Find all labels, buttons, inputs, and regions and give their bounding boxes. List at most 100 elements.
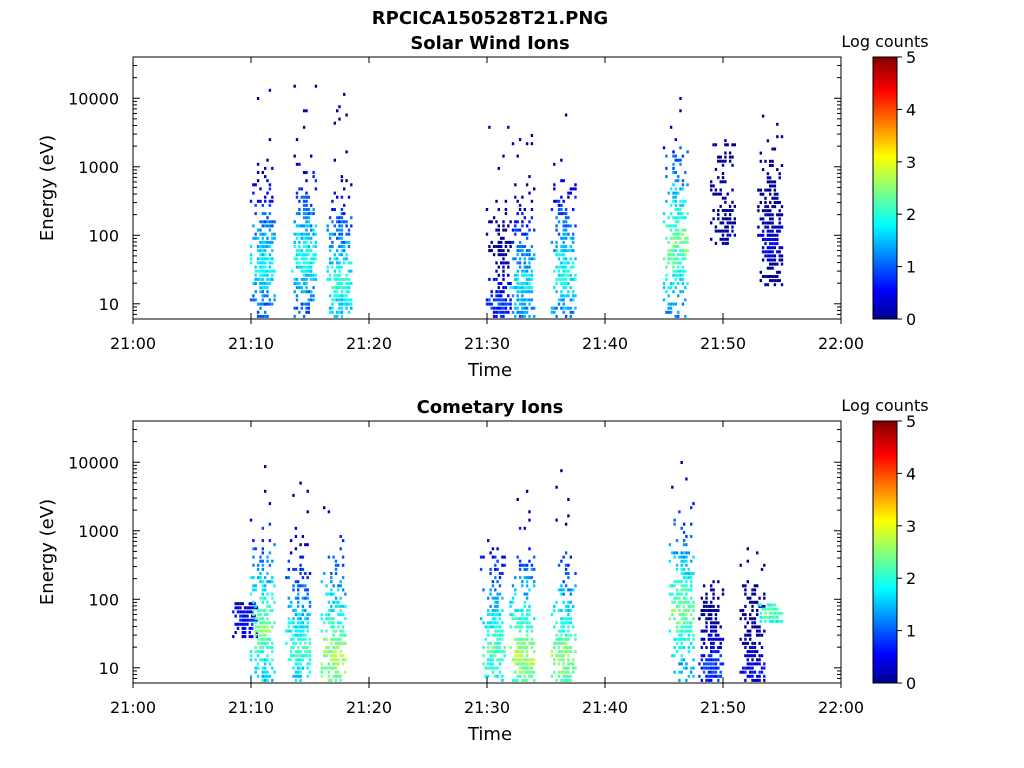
heatmap-cell xyxy=(687,551,690,555)
heatmap-cell xyxy=(758,629,761,633)
heatmap-cell xyxy=(521,658,524,662)
heatmap-cell xyxy=(299,666,302,670)
heatmap-cell xyxy=(490,240,493,244)
heatmap-cell xyxy=(268,220,272,224)
heatmap-cell xyxy=(685,621,688,625)
heatmap-cell xyxy=(261,559,264,563)
heatmap-cell xyxy=(332,584,335,588)
heatmap-cell xyxy=(714,609,718,612)
heatmap-cell xyxy=(516,646,519,649)
heatmap-cell xyxy=(564,228,568,232)
heatmap-cell xyxy=(302,314,306,318)
heatmap-cell xyxy=(259,228,262,232)
heatmap-cell xyxy=(287,604,290,608)
heatmap-cell xyxy=(514,302,517,306)
heatmap-cell xyxy=(685,637,688,641)
heatmap-cell xyxy=(714,670,718,674)
heatmap-cell xyxy=(739,670,742,674)
heatmap-cell xyxy=(719,646,722,649)
heatmap-cell xyxy=(330,572,333,575)
heatmap-cell xyxy=(680,600,683,604)
heatmap-cell xyxy=(525,609,529,612)
heatmap-cell xyxy=(557,302,561,306)
heatmap-cell xyxy=(326,228,329,232)
heatmap-cell xyxy=(266,646,269,649)
heatmap-cell xyxy=(690,588,693,592)
heatmap-cell xyxy=(700,678,703,682)
heatmap-cell xyxy=(766,225,770,229)
heatmap-cell xyxy=(769,238,772,241)
heatmap-cell xyxy=(516,641,519,645)
heatmap-cell xyxy=(345,179,348,183)
heatmap-cell xyxy=(323,637,326,641)
heatmap-cell xyxy=(518,670,522,674)
heatmap-cell xyxy=(307,216,310,220)
heatmap-cell xyxy=(665,236,668,240)
heatmap-cell xyxy=(766,266,770,270)
heatmap-cell xyxy=(331,265,334,269)
heatmap-cell xyxy=(514,670,517,674)
heatmap-cell xyxy=(516,277,519,281)
heatmap-cell xyxy=(482,621,485,625)
heatmap-cell xyxy=(679,146,682,150)
heatmap-cell xyxy=(669,187,673,191)
heatmap-cell xyxy=(712,629,715,633)
heatmap-cell xyxy=(702,629,706,633)
heatmap-cell xyxy=(340,310,344,314)
heatmap-cell xyxy=(771,603,774,607)
heatmap-cell xyxy=(241,622,244,626)
heatmap-cell xyxy=(530,134,534,137)
heatmap-cell xyxy=(314,224,318,228)
heatmap-cell xyxy=(502,265,505,269)
heatmap-cell xyxy=(687,572,690,575)
heatmap-cell xyxy=(337,604,340,608)
x-tick-label: 21:30 xyxy=(464,334,510,353)
heatmap-cell xyxy=(327,678,331,682)
heatmap-cell xyxy=(307,261,310,265)
heatmap-cell xyxy=(710,180,713,184)
heatmap-cell xyxy=(778,217,781,221)
heatmap-cell xyxy=(330,666,333,670)
heatmap-cell xyxy=(717,229,720,233)
heatmap-cell xyxy=(751,658,754,662)
heatmap-cell xyxy=(337,563,340,567)
heatmap-cell xyxy=(504,253,508,257)
heatmap-cell xyxy=(669,306,673,310)
heatmap-cell xyxy=(494,609,497,612)
heatmap-cell xyxy=(271,302,274,306)
heatmap-cell xyxy=(350,269,353,273)
heatmap-cell xyxy=(516,199,519,203)
heatmap-cell xyxy=(488,298,491,302)
heatmap-cell xyxy=(241,626,244,630)
heatmap-cell xyxy=(560,208,563,211)
heatmap-cell xyxy=(731,155,734,159)
heatmap-cell xyxy=(340,265,344,269)
heatmap-cell xyxy=(302,171,306,174)
heatmap-cell xyxy=(569,286,572,290)
heatmap-cell xyxy=(490,249,493,253)
heatmap-cell xyxy=(325,654,328,658)
heatmap-cell xyxy=(294,596,298,600)
heatmap-cell xyxy=(684,216,687,220)
heatmap-cell xyxy=(717,650,720,654)
heatmap-cell xyxy=(502,277,505,281)
heatmap-cell xyxy=(560,609,563,612)
heatmap-cell xyxy=(523,265,526,269)
heatmap-cell xyxy=(514,609,517,612)
heatmap-cell xyxy=(496,674,499,678)
heatmap-cell xyxy=(293,314,296,318)
heatmap-cell xyxy=(744,654,747,658)
heatmap-cell xyxy=(753,588,757,592)
heatmap-cell xyxy=(690,572,693,575)
heatmap-cell xyxy=(760,666,764,670)
heatmap-cell xyxy=(714,241,718,245)
heatmap-cell xyxy=(731,209,734,212)
heatmap-cell xyxy=(778,201,781,204)
heatmap-cell xyxy=(766,283,770,287)
heatmap-cell xyxy=(302,109,306,113)
heatmap-cell xyxy=(560,294,563,298)
heatmap-cell xyxy=(256,613,260,617)
heatmap-cell xyxy=(530,257,534,261)
heatmap-cell xyxy=(761,250,765,254)
heatmap-cell xyxy=(266,302,269,306)
